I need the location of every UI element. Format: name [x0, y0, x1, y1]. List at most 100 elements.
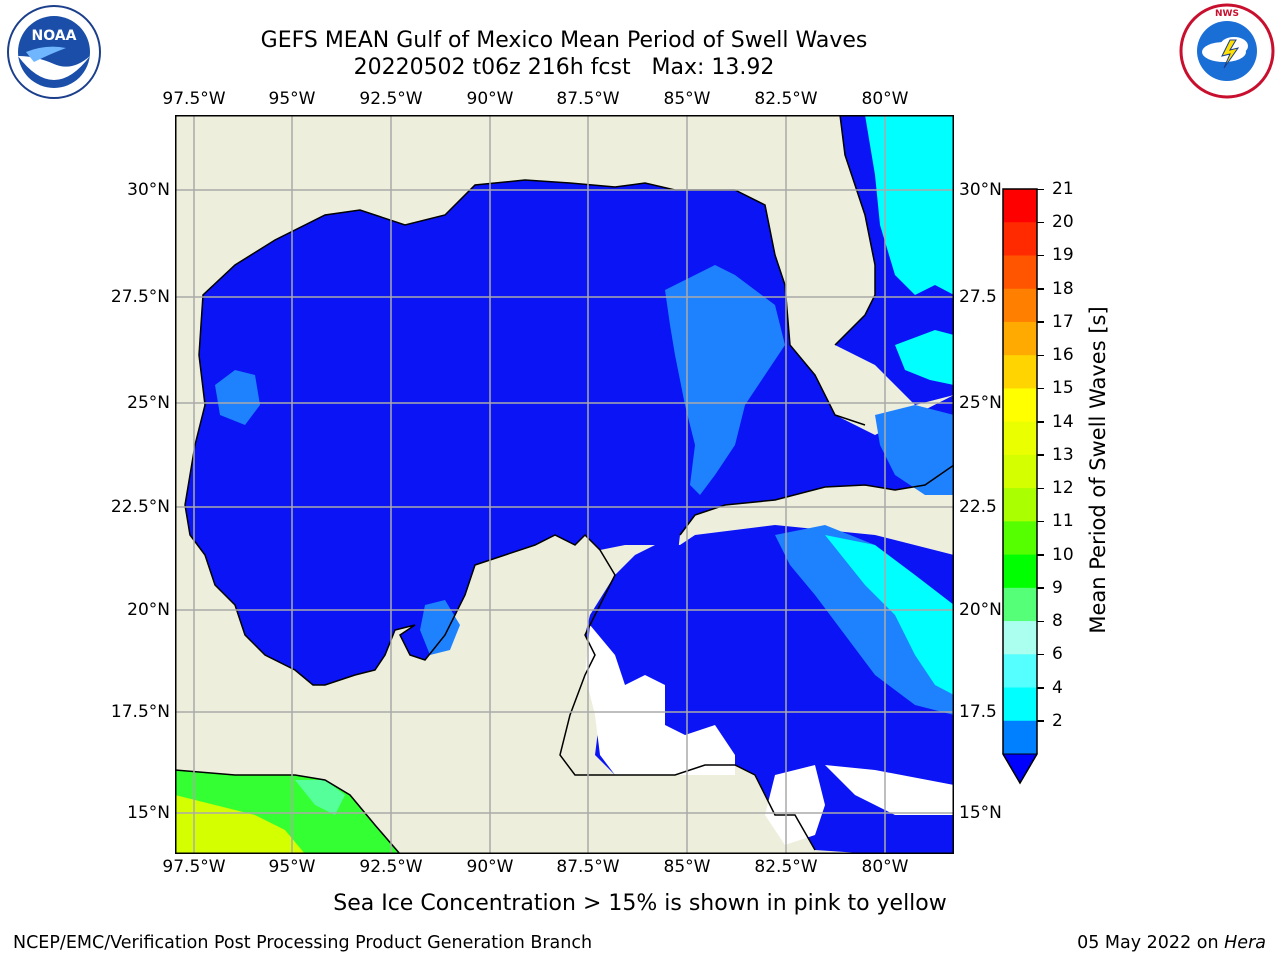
colorbar-tick-label: 8: [1052, 611, 1063, 632]
lon-tick-top: 97.5°W: [162, 89, 226, 109]
lon-tick-bottom: 80°W: [861, 857, 909, 877]
colorbar-segment: [1003, 587, 1037, 622]
colorbar-tick-mark: [1037, 620, 1044, 623]
no-data-east: [825, 765, 954, 815]
colorbar-tick-mark: [1037, 653, 1044, 656]
pacific-swell-light: [295, 780, 345, 815]
lon-tick-top: 90°W: [466, 89, 514, 109]
lat-tick-left: 30°N: [127, 180, 170, 200]
lon-tick-bottom: 92.5°W: [359, 857, 423, 877]
lat-tick-right: 20°N: [959, 600, 1002, 620]
noaa-logo: NOAA: [6, 4, 102, 100]
lat-tick-left: 27.5°N: [110, 287, 170, 307]
lon-tick-top: 87.5°W: [556, 89, 620, 109]
colorbar-segment: [1003, 554, 1037, 589]
colorbar-segment: [1003, 621, 1037, 655]
colorbar-tick-label: 18: [1052, 278, 1074, 299]
colorbar-tick-label: 6: [1052, 644, 1063, 665]
colorbar-tick-label: 17: [1052, 311, 1074, 332]
colorbar-tick-label: 16: [1052, 345, 1074, 366]
mid-blue-region-2: [215, 370, 260, 425]
colorbar-segment: [1003, 255, 1037, 290]
colorbar-tick-label: 21: [1052, 179, 1074, 199]
colorbar-tick-mark: [1037, 188, 1044, 190]
colorbar-tick-mark: [1037, 554, 1044, 556]
colorbar-tick-mark: [1037, 421, 1044, 423]
chart-title: GEFS MEAN Gulf of Mexico Mean Period of …: [260, 28, 868, 53]
colorbar-tick-label: 4: [1052, 677, 1063, 698]
colorbar-segment: [1003, 288, 1037, 323]
colorbar-tick-mark: [1037, 487, 1044, 490]
colorbar-tick-mark: [1037, 321, 1044, 323]
lat-tick-left: 20°N: [127, 600, 170, 620]
lon-tick-bottom: 95°W: [268, 857, 316, 877]
colorbar-tick-mark: [1037, 254, 1044, 257]
colorbar-label: Mean Period of Swell Waves [s]: [1086, 306, 1110, 634]
colorbar-tick-mark: [1037, 687, 1044, 689]
lon-tick-top: 80°W: [861, 89, 909, 109]
footer-host: Hera: [1224, 933, 1266, 953]
lon-tick-bottom: 87.5°W: [556, 857, 620, 877]
lat-tick-right: 25°N: [959, 393, 1002, 413]
colorbar-tick-mark: [1037, 221, 1044, 224]
colorbar-tick-label: 10: [1052, 544, 1074, 565]
colorbar-segment: [1003, 488, 1037, 522]
lat-tick-left: 25°N: [127, 393, 170, 413]
lon-tick-bottom: 85°W: [663, 857, 711, 877]
cyan-region-bahamas: [895, 330, 954, 385]
cyan-region-atlantic: [865, 115, 954, 295]
colorbar-tick-mark: [1037, 288, 1044, 290]
colorbar-tick-mark: [1037, 720, 1044, 722]
sea-ice-note-text: Sea Ice Concentration > 15% is shown in …: [333, 891, 947, 916]
no-data-yucatan: [585, 625, 735, 775]
colorbar-segment: [1003, 421, 1037, 456]
colorbar-tick-label: 2: [1052, 710, 1063, 731]
colorbar-segment: [1003, 720, 1037, 755]
graticule: [175, 115, 954, 854]
colorbar-segment: [1003, 654, 1037, 689]
cyan-region-south: [825, 535, 954, 695]
colorbar-segment: [1003, 388, 1037, 423]
no-data-honduras: [765, 765, 825, 845]
lon-tick-bottom: 82.5°W: [754, 857, 818, 877]
lon-tick-bottom: 90°W: [466, 857, 514, 877]
lon-tick-top: 82.5°W: [754, 89, 818, 109]
mid-blue-region-1: [665, 265, 785, 495]
colorbar-segment: [1003, 321, 1037, 356]
lat-tick-right: 30°N: [959, 180, 1002, 200]
svg-text:NOAA: NOAA: [32, 28, 77, 44]
colorbar-outline: [1002, 188, 1038, 785]
pacific-swell-yellow: [175, 795, 305, 854]
lon-tick-bottom: 97.5°W: [162, 857, 226, 877]
colorbar-tick-label: 14: [1052, 411, 1074, 432]
mid-blue-region-4: [775, 525, 954, 715]
svg-text:NWS: NWS: [1215, 9, 1239, 19]
chart-subtitle: 20220502 t06z 216h fcst Max: 13.92: [353, 55, 775, 80]
footer-date-text: 05 May 2022 on: [1077, 933, 1225, 953]
lat-tick-left: 22.5°N: [110, 497, 170, 517]
colorbar-tick-label: 12: [1052, 478, 1074, 499]
colorbar-segment: [1003, 189, 1037, 223]
colorbar-tick-mark: [1037, 354, 1044, 357]
colorbar-segment: [1003, 521, 1037, 556]
lon-tick-top: 92.5°W: [359, 89, 423, 109]
lat-tick-right: 27.5: [959, 287, 997, 307]
colorbar-tick-label: 11: [1052, 511, 1074, 532]
colorbar-tick-label: 19: [1052, 245, 1074, 266]
colorbar-segment: [1003, 222, 1037, 256]
colorbar-segment: [1003, 454, 1037, 489]
nws-logo: NWS: [1178, 2, 1276, 100]
lon-tick-top: 95°W: [268, 89, 316, 109]
colorbar-tick-label: 20: [1052, 212, 1074, 233]
colorbar-tick-label: 13: [1052, 444, 1074, 465]
colorbar: [1002, 188, 1038, 785]
lon-tick-top: 85°W: [663, 89, 711, 109]
footer-producer: NCEP/EMC/Verification Post Processing Pr…: [13, 933, 593, 953]
colorbar-under-arrow: [1002, 753, 1038, 784]
colorbar-tick-mark: [1037, 520, 1044, 523]
lat-tick-left: 15°N: [127, 803, 170, 823]
colorbar-segment: [1003, 355, 1037, 389]
lat-tick-right: 15°N: [959, 803, 1002, 823]
mid-blue-region-5: [875, 405, 954, 495]
map-plot: [175, 115, 954, 854]
